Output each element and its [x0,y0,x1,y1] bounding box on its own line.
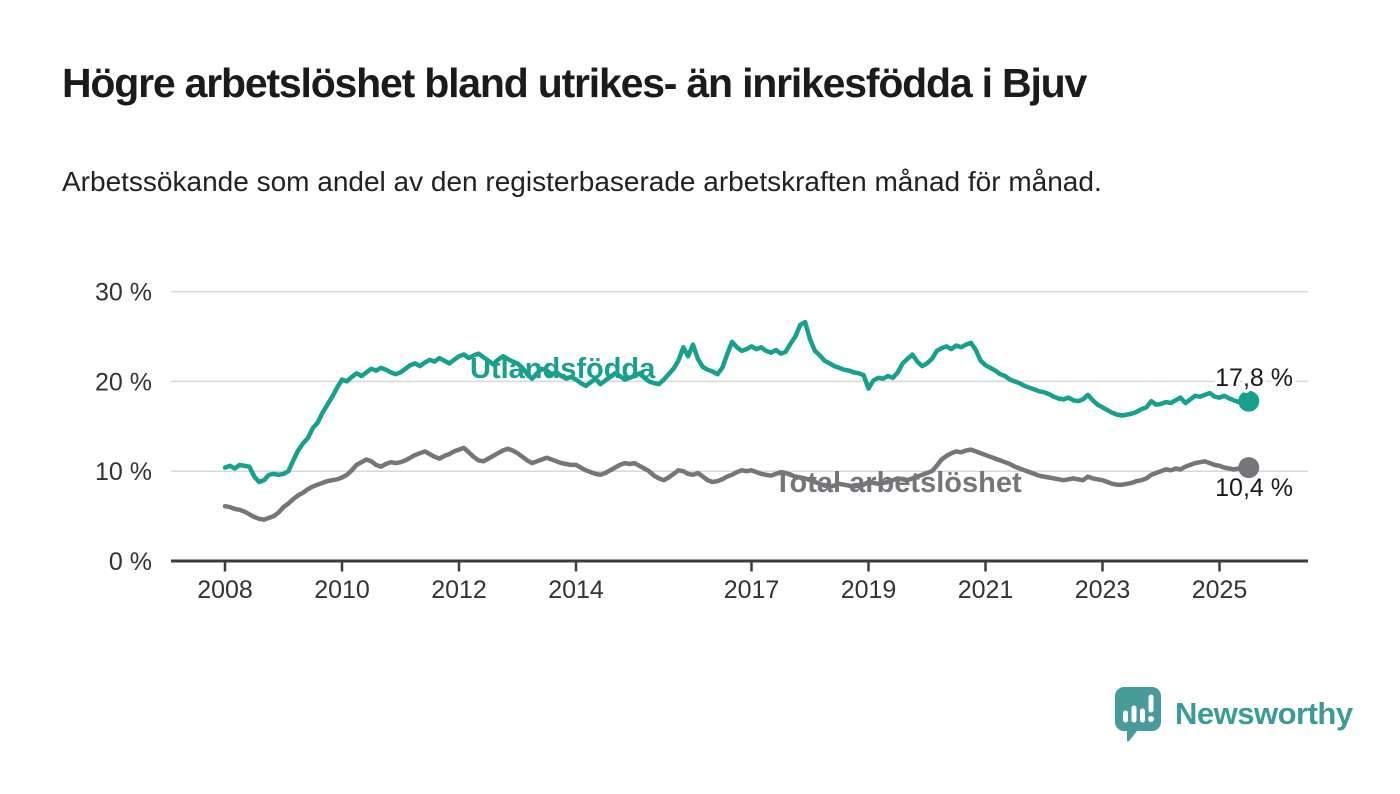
x-tick-label-2010: 2010 [314,576,370,604]
x-tick-label-2025: 2025 [1192,576,1248,604]
end-value-label-utlandsfodda: 17,8 % [1215,364,1293,392]
x-tick-label-2017: 2017 [724,576,780,604]
series-label-utlandsfodda: Utlandsfödda [470,353,656,385]
end-value-label-total: 10,4 % [1215,474,1293,502]
y-tick-label-10: 10 % [95,458,152,486]
newsworthy-bubble-icon [1115,687,1161,742]
series-line-total [222,445,1252,522]
y-tick-label-30: 30 % [95,279,152,307]
bar-chart-glyph [1123,694,1154,723]
x-tick-label-2008: 2008 [197,576,253,604]
page-title: Högre arbetslöshet bland utrikes- än inr… [62,60,1087,106]
series-label-total: Total arbetslöshet [774,467,1022,499]
series-end-dot-utlandsfodda [1238,390,1260,412]
exclamation-dot [1148,716,1154,722]
series-line-utlandsfodda [222,319,1252,485]
series-end-dot-total [1238,457,1260,479]
y-tick-label-0: 0 % [109,548,152,576]
x-tick-label-2021: 2021 [958,576,1014,604]
y-tick-label-20: 20 % [95,368,152,396]
x-tick-label-2023: 2023 [1075,576,1131,604]
x-tick-label-2019: 2019 [841,576,897,604]
speech-bubble-shape [1115,687,1161,742]
x-tick-label-2012: 2012 [431,576,487,604]
chart-subtitle: Arbetssökande som andel av den registerb… [62,166,1102,197]
newsworthy-wordmark: Newsworthy [1175,696,1353,731]
newsworthy-logo: Newsworthy [1112,684,1353,744]
x-tick-label-2014: 2014 [548,576,604,604]
